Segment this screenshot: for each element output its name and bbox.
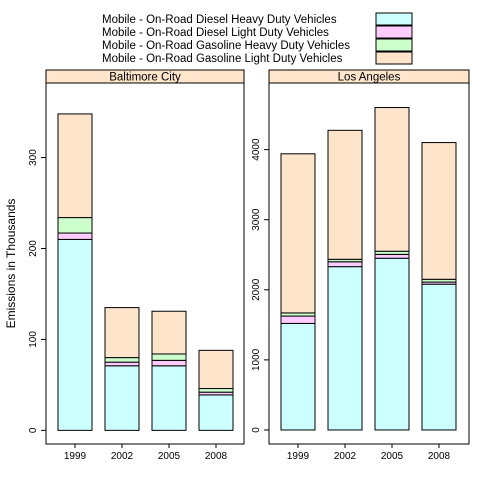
x-tick-label: 2005 <box>381 451 404 462</box>
legend-swatch <box>375 38 413 52</box>
panel-frame <box>45 82 245 445</box>
bar-segment <box>57 113 93 219</box>
bar-segment <box>327 266 363 431</box>
panel-frame <box>268 82 470 445</box>
legend-label: Mobile - On-Road Gasoline Heavy Duty Veh… <box>102 40 350 52</box>
y-tick-label: 100 <box>28 331 39 348</box>
x-tick-label: 2008 <box>205 451 228 462</box>
bar-segment <box>374 107 410 252</box>
bar-segment <box>280 153 316 314</box>
bar-segment <box>374 257 410 431</box>
bar-segment <box>57 217 93 234</box>
bar-segment <box>374 253 410 259</box>
legend-label: Mobile - On-Road Diesel Light Duty Vehic… <box>102 27 329 39</box>
bar-segment <box>421 283 457 431</box>
x-tick-label: 2008 <box>428 451 451 462</box>
bar-segment <box>151 353 187 361</box>
bar-segment <box>151 359 187 367</box>
bar-segment <box>327 261 363 268</box>
bar-segment <box>104 307 140 359</box>
bar-segment <box>104 365 140 431</box>
y-tick-label: 1000 <box>251 348 262 371</box>
bar-segment <box>104 361 140 367</box>
x-tick-label: 2002 <box>111 451 134 462</box>
bar-segment <box>57 232 93 240</box>
bar-segment <box>198 394 234 431</box>
panel-title: Baltimore City <box>109 72 181 84</box>
x-tick-label: 2005 <box>158 451 181 462</box>
bar-segment <box>151 365 187 431</box>
x-tick-label: 1999 <box>287 451 310 462</box>
bar-segment <box>280 322 316 431</box>
y-tick-label: 2000 <box>251 278 262 301</box>
y-tick-label: 300 <box>28 149 39 166</box>
bar-segment <box>104 357 140 363</box>
legend-label: Mobile - On-Road Gasoline Light Duty Veh… <box>102 53 343 65</box>
bar-segment <box>198 349 234 390</box>
y-tick-label: 200 <box>28 240 39 257</box>
y-tick-label: 4000 <box>251 138 262 161</box>
bar-segment <box>151 310 187 355</box>
panel-title: Los Angeles <box>338 72 401 84</box>
bar-segment <box>198 388 234 393</box>
legend-swatch <box>375 51 413 65</box>
legend-label: Mobile - On-Road Diesel Heavy Duty Vehic… <box>102 14 337 26</box>
y-tick-label: 0 <box>28 427 39 433</box>
y-axis-title: Emissions in Thousands <box>4 199 18 329</box>
bar-segment <box>421 142 457 280</box>
legend-swatch <box>375 25 413 39</box>
bar-segment <box>280 315 316 324</box>
bar-segment <box>327 129 363 260</box>
y-tick-label: 3000 <box>251 208 262 231</box>
x-tick-label: 2002 <box>334 451 357 462</box>
legend-swatch <box>375 12 413 26</box>
bar-segment <box>57 238 93 431</box>
y-tick-label: 0 <box>251 427 262 433</box>
x-tick-label: 1999 <box>64 451 87 462</box>
